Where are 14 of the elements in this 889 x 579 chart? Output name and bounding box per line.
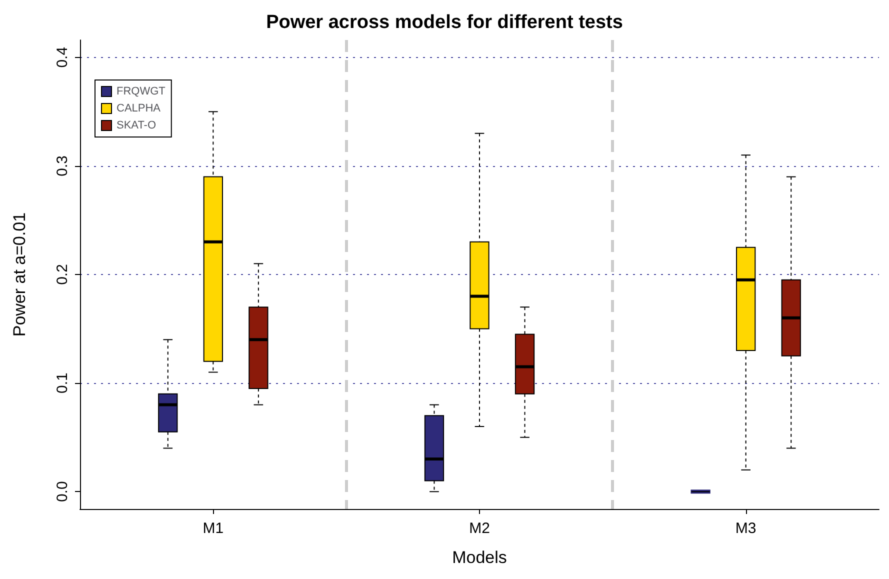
- y-tick-label: 0.1: [54, 372, 71, 394]
- x-axis-title: Models: [452, 548, 507, 567]
- x-tick-label: M3: [735, 520, 756, 537]
- chart-title: Power across models for different tests: [266, 12, 623, 33]
- legend-label: FRQWGT: [116, 86, 166, 98]
- x-tick-label: M2: [469, 520, 490, 537]
- legend-label: SKAT-O: [116, 120, 156, 132]
- y-tick-label: 0.3: [54, 156, 71, 176]
- y-tick-label: 0.0: [54, 481, 71, 502]
- y-tick-label: 0.2: [54, 264, 71, 285]
- x-tick-label: M1: [202, 520, 224, 537]
- y-axis-title: Power at a=0.01: [10, 212, 29, 337]
- legend-label: CALPHA: [116, 102, 162, 114]
- y-tick-label: 0.4: [54, 46, 71, 68]
